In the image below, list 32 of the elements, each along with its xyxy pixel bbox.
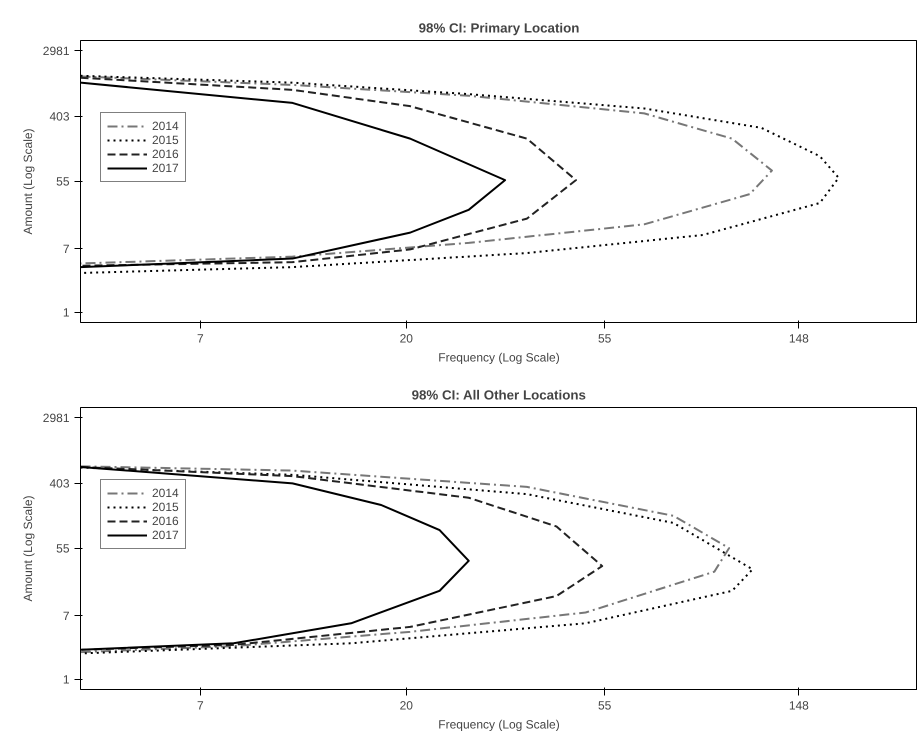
legend-label: 2017 [152, 528, 179, 542]
chart-title: 98% CI: All Other Locations [412, 388, 586, 402]
y-tick-label: 7 [62, 609, 70, 624]
legend-label: 2015 [152, 133, 179, 147]
legend-label: 2015 [152, 500, 179, 514]
x-tick-label: 55 [598, 332, 612, 346]
y-tick-label: 1 [62, 306, 70, 320]
y-tick-label: 2981 [42, 411, 70, 426]
x-tick-label: 20 [400, 332, 414, 346]
x-axis-title: Frequency (Log Scale) [438, 350, 560, 364]
legend-label: 2014 [152, 119, 179, 133]
x-tick-label: 20 [400, 698, 414, 712]
y-tick-label: 1 [62, 672, 70, 687]
chart-title: 98% CI: Primary Location [418, 20, 580, 36]
y-tick-label: 403 [49, 110, 70, 124]
y-axis-title: Amount (Log Scale) [20, 495, 35, 602]
x-tick-label: 148 [788, 332, 810, 346]
x-axis-title: Frequency (Log Scale) [438, 718, 560, 732]
y-tick-label: 403 [49, 476, 70, 491]
legend-label: 2016 [152, 147, 179, 161]
y-tick-label: 55 [56, 174, 70, 189]
x-tick-label: 55 [598, 698, 612, 712]
y-tick-label: 55 [56, 542, 70, 556]
legend-label: 2017 [152, 161, 179, 175]
x-tick-label: 148 [788, 698, 810, 712]
y-axis-title: Amount (Log Scale) [20, 128, 35, 235]
y-tick-label: 2981 [42, 44, 70, 58]
x-tick-label: 7 [196, 332, 204, 346]
x-tick-label: 7 [196, 698, 204, 712]
legend-label: 2016 [152, 514, 179, 528]
legend-label: 2014 [152, 486, 179, 500]
y-tick-label: 7 [62, 242, 70, 256]
